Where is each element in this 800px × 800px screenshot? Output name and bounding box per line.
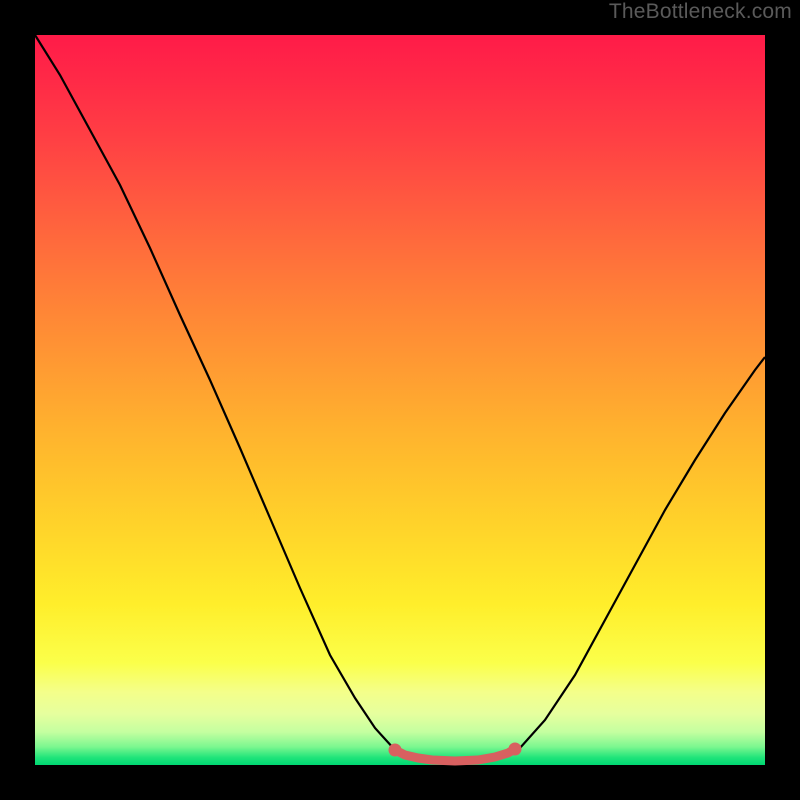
bottleneck-chart: [0, 0, 800, 800]
plot-area: [35, 35, 765, 765]
optimal-right-marker: [509, 743, 522, 756]
watermark-text: TheBottleneck.com: [609, 0, 792, 24]
optimal-left-marker: [389, 744, 402, 757]
chart-stage: TheBottleneck.com: [0, 0, 800, 800]
